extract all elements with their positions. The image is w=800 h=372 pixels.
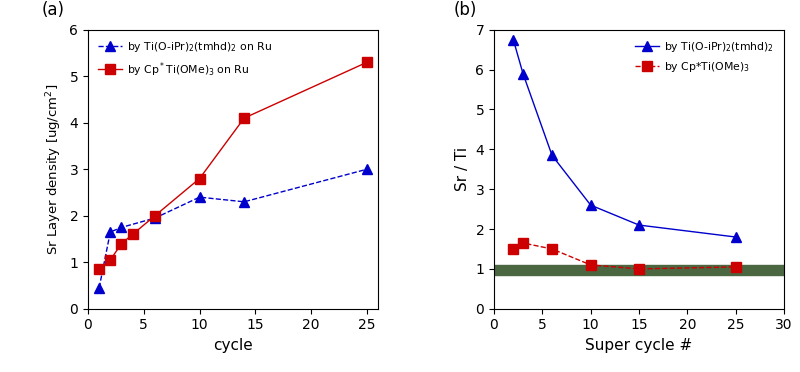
by Ti(O-iPr)$_2$(tmhd)$_2$ [509, 38, 518, 42]
by Cp$^*$Ti(OMe)$_3$ on Ru [106, 258, 115, 262]
Legend: by Ti(O-iPr)$_2$(tmhd)$_2$ on Ru, by Cp$^*$Ti(OMe)$_3$ on Ru: by Ti(O-iPr)$_2$(tmhd)$_2$ on Ru, by Cp$… [94, 35, 276, 83]
by Cp$^*$Ti(OMe)$_3$ on Ru [239, 116, 249, 121]
Line: by Cp*Ti(OMe)$_3$: by Cp*Ti(OMe)$_3$ [509, 238, 741, 274]
by Ti(O-iPr)$_2$(tmhd)$_2$ on Ru [106, 230, 115, 234]
by Ti(O-iPr)$_2$(tmhd)$_2$ [586, 203, 595, 207]
by Cp$^*$Ti(OMe)$_3$ on Ru [117, 241, 126, 246]
by Ti(O-iPr)$_2$(tmhd)$_2$ on Ru [150, 216, 160, 220]
Line: by Ti(O-iPr)$_2$(tmhd)$_2$ on Ru: by Ti(O-iPr)$_2$(tmhd)$_2$ on Ru [94, 164, 372, 293]
Line: by Cp$^*$Ti(OMe)$_3$ on Ru: by Cp$^*$Ti(OMe)$_3$ on Ru [94, 57, 372, 274]
Text: (a): (a) [42, 1, 65, 19]
by Cp$^*$Ti(OMe)$_3$ on Ru [150, 214, 160, 218]
by Ti(O-iPr)$_2$(tmhd)$_2$ on Ru [94, 286, 104, 290]
by Ti(O-iPr)$_2$(tmhd)$_2$ [518, 71, 528, 76]
by Cp*Ti(OMe)$_3$ [547, 247, 557, 251]
Y-axis label: Sr / Ti: Sr / Ti [455, 147, 470, 191]
by Cp*Ti(OMe)$_3$ [586, 263, 595, 267]
Bar [494, 265, 784, 275]
by Ti(O-iPr)$_2$(tmhd)$_2$ on Ru [194, 195, 204, 199]
by Cp*Ti(OMe)$_3$ [509, 247, 518, 251]
Line: by Ti(O-iPr)$_2$(tmhd)$_2$: by Ti(O-iPr)$_2$(tmhd)$_2$ [509, 35, 741, 242]
by Ti(O-iPr)$_2$(tmhd)$_2$ on Ru [239, 199, 249, 204]
by Ti(O-iPr)$_2$(tmhd)$_2$ [634, 223, 644, 227]
Y-axis label: Sr Layer density [ug/cm$^2$]: Sr Layer density [ug/cm$^2$] [44, 84, 64, 255]
X-axis label: cycle: cycle [213, 338, 253, 353]
Text: (b): (b) [454, 1, 477, 19]
by Ti(O-iPr)$_2$(tmhd)$_2$ [547, 153, 557, 158]
Legend: by Ti(O-iPr)$_2$(tmhd)$_2$, by Cp*Ti(OMe)$_3$: by Ti(O-iPr)$_2$(tmhd)$_2$, by Cp*Ti(OMe… [630, 35, 778, 78]
by Cp$^*$Ti(OMe)$_3$ on Ru [362, 60, 372, 65]
X-axis label: Super cycle #: Super cycle # [586, 338, 693, 353]
by Cp$^*$Ti(OMe)$_3$ on Ru [128, 232, 138, 237]
by Cp$^*$Ti(OMe)$_3$ on Ru [94, 267, 104, 272]
by Ti(O-iPr)$_2$(tmhd)$_2$ on Ru [117, 225, 126, 230]
by Cp*Ti(OMe)$_3$ [731, 264, 741, 269]
by Ti(O-iPr)$_2$(tmhd)$_2$ on Ru [362, 167, 372, 171]
by Cp$^*$Ti(OMe)$_3$ on Ru [194, 176, 204, 181]
by Cp*Ti(OMe)$_3$ [634, 267, 644, 271]
by Ti(O-iPr)$_2$(tmhd)$_2$ [731, 235, 741, 239]
by Cp*Ti(OMe)$_3$ [518, 241, 528, 245]
